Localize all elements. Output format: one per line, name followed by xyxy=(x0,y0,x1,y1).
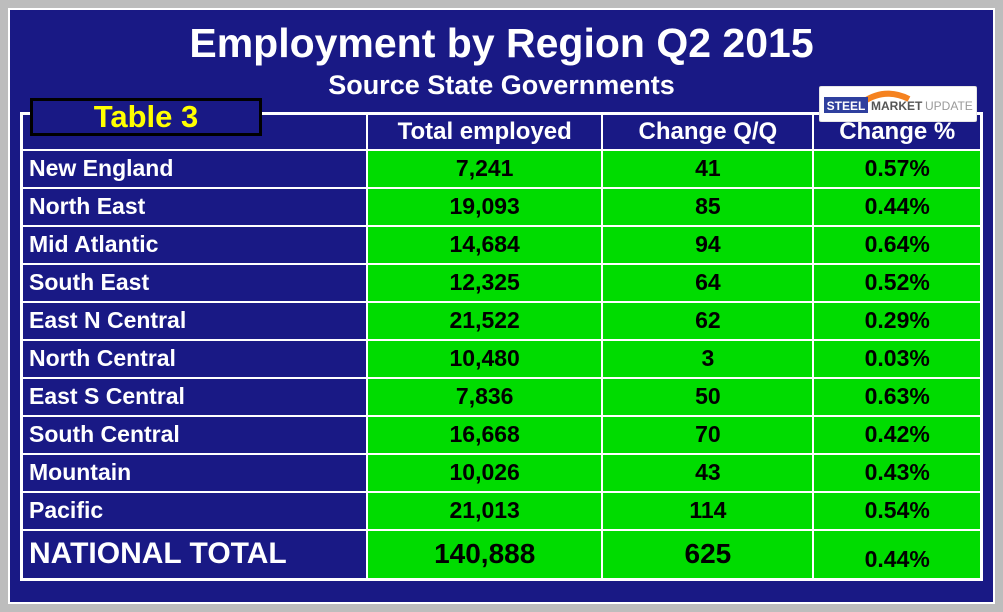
total-employed-value: 7,836 xyxy=(366,376,604,417)
table-row: Mountain 10,026 43 0.43% xyxy=(20,452,983,493)
total-employed-value: 19,093 xyxy=(366,186,604,227)
change-qq-value: 3 xyxy=(601,338,815,379)
table-row: New England 7,241 41 0.57% xyxy=(20,148,983,189)
logo-update-text: UPDATE xyxy=(925,99,973,113)
table-number-badge: Table 3 xyxy=(30,98,262,136)
change-qq-value: 85 xyxy=(601,186,815,227)
table-row: North Central 10,480 3 0.03% xyxy=(20,338,983,379)
change-qq-value: 43 xyxy=(601,452,815,493)
table-row: East N Central 21,522 62 0.29% xyxy=(20,300,983,341)
national-total-row: NATIONAL TOTAL 140,888 625 0.44% xyxy=(20,528,983,581)
total-employed-value: 14,684 xyxy=(366,224,604,265)
region-label: South East xyxy=(20,262,369,303)
logo-steel-text: STEEL xyxy=(827,99,866,113)
national-total-change: 625 xyxy=(601,528,815,581)
table-row: South Central 16,668 70 0.42% xyxy=(20,414,983,455)
region-label: South Central xyxy=(20,414,369,455)
total-employed-value: 21,013 xyxy=(366,490,604,531)
table-row: South East 12,325 64 0.52% xyxy=(20,262,983,303)
logo-market-text: MARKET xyxy=(871,99,923,113)
page-subtitle: Source State Governments xyxy=(328,70,675,100)
col-header-change-qq: Change Q/Q xyxy=(601,112,815,151)
total-employed-value: 12,325 xyxy=(366,262,604,303)
logo-steel-box xyxy=(824,97,868,113)
national-total-label: NATIONAL TOTAL xyxy=(20,528,369,581)
region-label: North Central xyxy=(20,338,369,379)
region-label: Pacific xyxy=(20,490,369,531)
change-qq-value: 94 xyxy=(601,224,815,265)
change-pct-value: 0.57% xyxy=(812,148,983,189)
change-pct-value: 0.64% xyxy=(812,224,983,265)
total-employed-value: 16,668 xyxy=(366,414,604,455)
table-row: Mid Atlantic 14,684 94 0.64% xyxy=(20,224,983,265)
table-row: North East 19,093 85 0.44% xyxy=(20,186,983,227)
employment-table: Total employed Change Q/Q Change % New E… xyxy=(20,112,983,581)
change-pct-value: 0.03% xyxy=(812,338,983,379)
change-pct-value: 0.43% xyxy=(812,452,983,493)
national-total-employed: 140,888 xyxy=(366,528,604,581)
change-qq-value: 114 xyxy=(601,490,815,531)
page-title: Employment by Region Q2 2015 xyxy=(189,20,814,66)
header-row: Total employed Change Q/Q Change % xyxy=(20,112,983,151)
col-header-total-employed: Total employed xyxy=(366,112,604,151)
national-total-pct: 0.44% xyxy=(812,528,983,581)
region-label: Mountain xyxy=(20,452,369,493)
total-employed-value: 10,026 xyxy=(366,452,604,493)
region-label: North East xyxy=(20,186,369,227)
change-qq-value: 70 xyxy=(601,414,815,455)
region-label: New England xyxy=(20,148,369,189)
change-pct-value: 0.44% xyxy=(812,186,983,227)
change-qq-value: 41 xyxy=(601,148,815,189)
change-qq-value: 50 xyxy=(601,376,815,417)
change-qq-value: 64 xyxy=(601,262,815,303)
change-pct-value: 0.63% xyxy=(812,376,983,417)
change-pct-value: 0.52% xyxy=(812,262,983,303)
change-pct-value: 0.54% xyxy=(812,490,983,531)
total-employed-value: 10,480 xyxy=(366,338,604,379)
change-qq-value: 62 xyxy=(601,300,815,341)
region-label: Mid Atlantic xyxy=(20,224,369,265)
slide-panel: Employment by Region Q2 2015 Source Stat… xyxy=(8,8,995,604)
total-employed-value: 21,522 xyxy=(366,300,604,341)
change-pct-value: 0.42% xyxy=(812,414,983,455)
table-row: East S Central 7,836 50 0.63% xyxy=(20,376,983,417)
steel-market-update-logo: STEEL MARKET UPDATE xyxy=(819,86,977,122)
region-label: East S Central xyxy=(20,376,369,417)
total-employed-value: 7,241 xyxy=(366,148,604,189)
change-pct-value: 0.29% xyxy=(812,300,983,341)
region-label: East N Central xyxy=(20,300,369,341)
table-row: Pacific 21,013 114 0.54% xyxy=(20,490,983,531)
